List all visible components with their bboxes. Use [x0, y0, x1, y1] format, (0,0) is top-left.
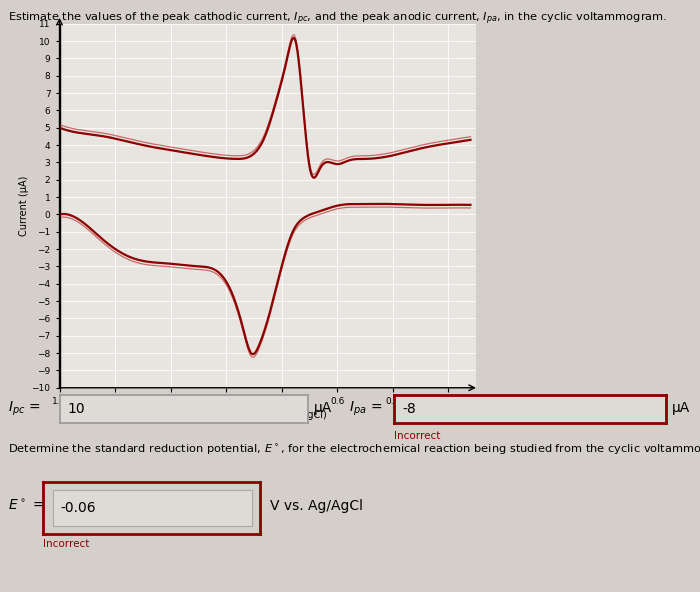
- Text: μA: μA: [314, 401, 332, 416]
- Text: 10: 10: [67, 402, 85, 416]
- Text: Incorrect: Incorrect: [43, 539, 90, 549]
- Text: Determine the standard reduction potential, $E^\circ$, for the electrochemical r: Determine the standard reduction potenti…: [8, 443, 700, 457]
- Text: $I_{pc}$ =: $I_{pc}$ =: [8, 400, 41, 417]
- Text: μA: μA: [672, 401, 690, 416]
- Text: Estimate the values of the peak cathodic current, $I_{pc}$, and the peak anodic : Estimate the values of the peak cathodic…: [8, 11, 668, 27]
- Text: $E^\circ$ =: $E^\circ$ =: [8, 499, 45, 513]
- X-axis label: Potential (V vs. Ag/AgCl): Potential (V vs. Ag/AgCl): [209, 410, 327, 420]
- Text: -8: -8: [402, 402, 416, 416]
- Y-axis label: Current (μA): Current (μA): [19, 176, 29, 236]
- Text: -0.06: -0.06: [60, 501, 96, 515]
- Text: $I_{pa}$ =: $I_{pa}$ =: [349, 400, 382, 417]
- Text: Incorrect: Incorrect: [394, 431, 440, 441]
- Text: V vs. Ag/AgCl: V vs. Ag/AgCl: [270, 499, 363, 513]
